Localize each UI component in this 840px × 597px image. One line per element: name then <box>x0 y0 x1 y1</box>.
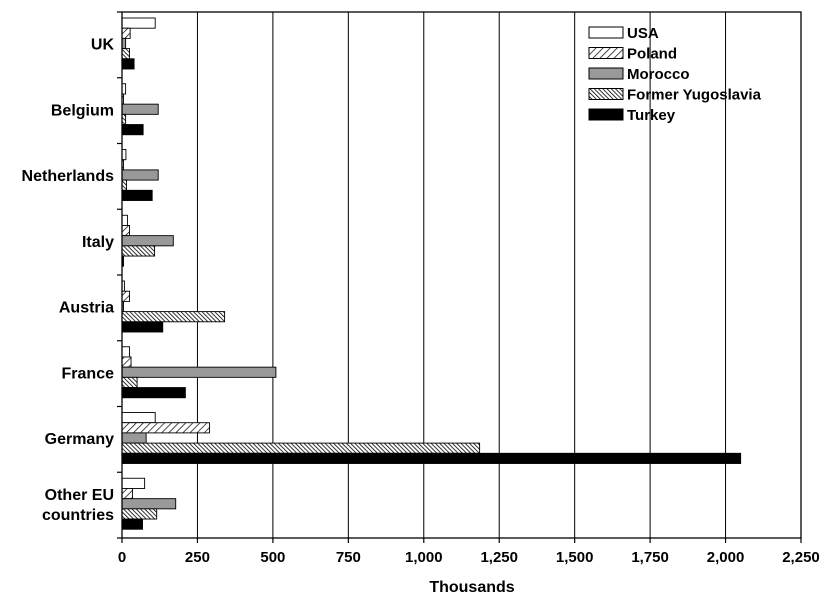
bar <box>121 376 138 389</box>
bar <box>121 412 156 424</box>
y-category-label: Other EU <box>45 487 114 504</box>
y-category-label: Netherlands <box>22 168 115 185</box>
bar <box>121 321 164 333</box>
legend-swatch <box>588 88 624 100</box>
bar <box>121 346 130 358</box>
axis-labels: 0 250 500 750 1,000 1,250 1,500 1,750 2,000 2,250… <box>22 37 820 567</box>
bar <box>121 366 277 378</box>
bar <box>121 27 131 39</box>
x-tick-label: 750 <box>336 549 361 566</box>
x-tick-label: 0 <box>118 549 126 566</box>
bar <box>121 477 146 489</box>
bar <box>121 245 156 257</box>
y-category-label: countries <box>42 507 114 524</box>
bar <box>121 48 130 60</box>
x-tick-label: 500 <box>260 549 285 566</box>
y-category-label: Germany <box>45 431 114 448</box>
legend-label: Morocco <box>627 66 690 83</box>
bar <box>121 498 177 510</box>
legend-label: Poland <box>627 46 677 63</box>
legend-swatch <box>588 67 624 80</box>
bar <box>121 189 153 201</box>
legend: USA Poland Morocco Former Yugoslavia Turkey <box>588 25 762 124</box>
bar <box>121 356 132 368</box>
legend-swatch <box>588 26 624 39</box>
y-category-label: Austria <box>59 300 114 317</box>
legend-label: Former Yugoslavia <box>627 87 762 104</box>
axes <box>117 11 802 543</box>
bar <box>121 508 158 520</box>
bar <box>121 488 134 500</box>
grid-lines <box>196 12 727 538</box>
bar <box>121 290 130 302</box>
y-category-label: Italy <box>82 234 114 251</box>
y-category-label: Belgium <box>51 102 114 119</box>
bar <box>121 311 226 323</box>
x-tick-label: 2,250 <box>782 549 820 566</box>
bar <box>121 169 159 181</box>
y-category-label: UK <box>91 37 115 54</box>
x-axis-title: Thousands <box>429 579 514 596</box>
bar <box>121 422 210 434</box>
bar <box>121 432 147 444</box>
bar <box>121 17 156 29</box>
bar <box>121 103 159 115</box>
bar <box>121 224 130 237</box>
bar <box>121 179 127 191</box>
legend-swatch <box>588 47 624 59</box>
bar <box>121 124 144 136</box>
x-tick-label: 1,500 <box>556 549 594 566</box>
bar <box>121 518 143 530</box>
bar <box>121 235 174 247</box>
legend-label: USA <box>627 25 659 42</box>
bar <box>121 442 481 454</box>
x-tick-label: 2,000 <box>707 549 745 566</box>
x-tick-label: 250 <box>185 549 210 566</box>
bar <box>121 58 135 70</box>
bar <box>121 452 742 464</box>
y-category-label: France <box>62 365 115 382</box>
bar <box>121 214 128 226</box>
x-tick-label: 1,000 <box>405 549 443 566</box>
x-tick-label: 1,250 <box>480 549 518 566</box>
x-tick-label: 1,750 <box>631 549 669 566</box>
legend-swatch <box>588 108 624 121</box>
bar <box>121 387 186 399</box>
legend-label: Turkey <box>627 107 676 124</box>
